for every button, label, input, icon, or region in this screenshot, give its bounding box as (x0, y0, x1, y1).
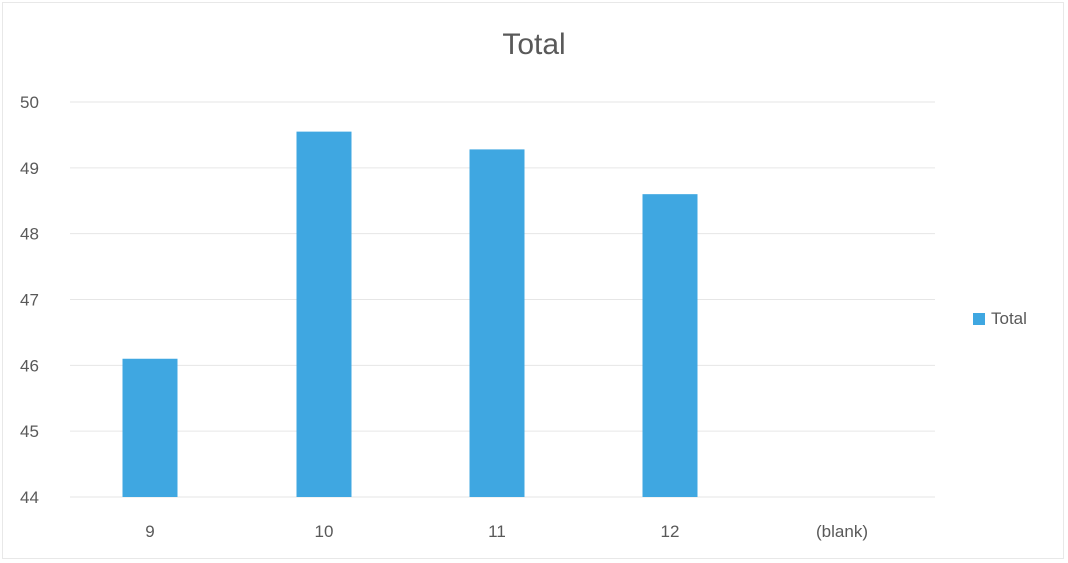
y-tick-label: 50 (20, 93, 39, 112)
x-tick-label: (blank) (816, 522, 868, 541)
x-tick-label: 10 (315, 522, 334, 541)
legend-swatch (973, 313, 985, 325)
y-tick-label: 47 (20, 291, 39, 310)
y-tick-label: 48 (20, 225, 39, 244)
chart-title: Total (502, 28, 566, 61)
y-tick-label: 46 (20, 356, 39, 375)
x-tick-label: 11 (488, 522, 506, 541)
y-axis-ticks: 44 45 46 47 48 49 50 (20, 93, 39, 507)
bar-11 (469, 149, 525, 497)
x-tick-label: 12 (661, 522, 680, 541)
x-axis-ticks: 9 10 11 12 (blank) (145, 522, 868, 541)
x-tick-label: 9 (145, 522, 154, 541)
bars (122, 131, 698, 497)
legend-label: Total (991, 309, 1027, 328)
y-tick-label: 45 (20, 422, 39, 441)
y-tick-label: 44 (20, 488, 39, 507)
bar-12 (642, 194, 698, 497)
legend: Total (973, 309, 1027, 329)
bar-9 (122, 358, 178, 497)
bar-10 (296, 131, 352, 497)
y-tick-label: 49 (20, 159, 39, 178)
